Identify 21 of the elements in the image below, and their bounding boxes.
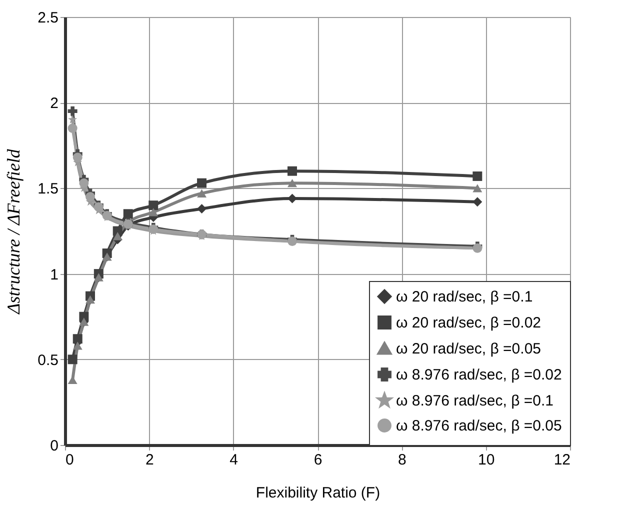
x-tick-label: 2 <box>145 452 154 468</box>
legend-label: ω 20 rad/sec, β =0.02 <box>396 314 542 332</box>
x-tick-label: 10 <box>478 452 495 468</box>
legend-label: ω 20 rad/sec, β =0.05 <box>396 340 542 358</box>
y-tick-label: 2 <box>50 95 58 112</box>
y-tick-label: 0.5 <box>38 352 58 369</box>
y-tick-label: 1 <box>50 266 58 284</box>
legend-label: ω 8.976 rad/sec, β =0.1 <box>396 392 554 410</box>
x-tick-label: 4 <box>230 452 238 468</box>
y-tick-label: 0 <box>50 438 58 454</box>
legend-label: ω 8.976 rad/sec, β =0.02 <box>396 366 562 384</box>
x-tick-label: 0 <box>66 452 74 468</box>
x-tick-label: 12 <box>554 452 570 468</box>
x-axis-title: Flexibility Ratio (F) <box>256 484 380 502</box>
y-tick-label: 1.5 <box>38 180 58 198</box>
x-tick-label: 6 <box>314 452 322 468</box>
legend-label: ω 20 rad/sec, β =0.1 <box>396 288 533 306</box>
x-tick-label: 8 <box>398 452 406 468</box>
y-axis-title: Δstructure / ΔFreefield <box>4 148 24 315</box>
legend-label: ω 8.976 rad/sec, β =0.05 <box>396 418 562 434</box>
y-tick-label: 2.5 <box>38 10 58 26</box>
